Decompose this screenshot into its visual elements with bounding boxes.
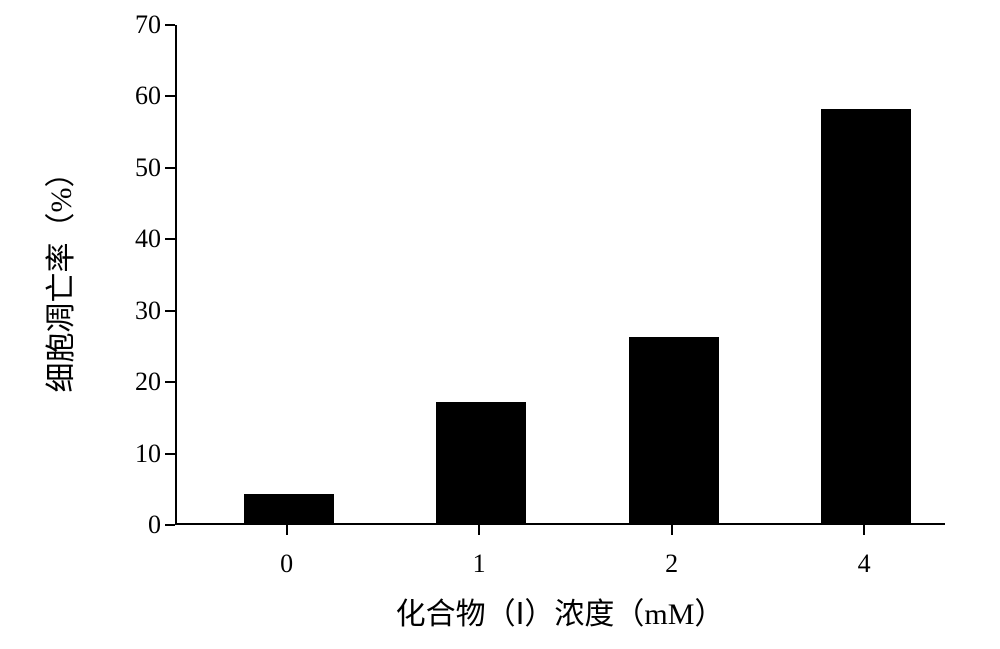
x-tick-label: 1 <box>473 549 486 579</box>
y-tick-label: 20 <box>107 367 161 397</box>
x-tick-label: 2 <box>665 549 678 579</box>
y-tick-label: 70 <box>107 10 161 40</box>
y-axis-label: 细胞凋亡率（%） <box>36 158 80 393</box>
y-tick <box>165 381 175 383</box>
bar <box>244 494 334 523</box>
y-tick-label: 0 <box>107 510 161 540</box>
y-tick <box>165 95 175 97</box>
bar-chart: 细胞凋亡率（%） 化合物（Ⅰ）浓度（mM） 0 10 20 30 40 50 60 70 0 1 2… <box>0 0 1000 649</box>
y-tick <box>165 310 175 312</box>
x-tick <box>478 525 480 535</box>
plot-area <box>175 25 945 525</box>
bar <box>629 337 719 523</box>
y-tick-label: 60 <box>107 81 161 111</box>
y-tick <box>165 238 175 240</box>
y-tick <box>165 24 175 26</box>
y-tick-label: 10 <box>107 439 161 469</box>
y-tick-label: 50 <box>107 153 161 183</box>
bar <box>436 402 526 523</box>
x-tick <box>671 525 673 535</box>
y-tick <box>165 167 175 169</box>
bar <box>821 109 911 523</box>
y-tick <box>165 453 175 455</box>
y-tick <box>165 524 175 526</box>
y-tick-label: 30 <box>107 296 161 326</box>
x-tick <box>863 525 865 535</box>
x-tick <box>286 525 288 535</box>
x-tick-label: 4 <box>858 549 871 579</box>
x-tick-label: 0 <box>280 549 293 579</box>
x-axis-label: 化合物（Ⅰ）浓度（mM） <box>396 589 725 633</box>
y-tick-label: 40 <box>107 224 161 254</box>
